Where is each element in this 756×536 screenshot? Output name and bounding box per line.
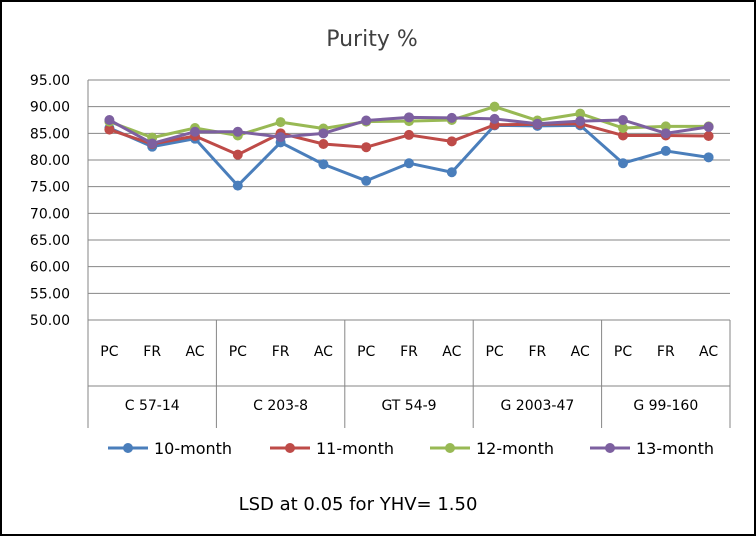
chart-title: Purity % (326, 27, 418, 52)
data-point (361, 115, 372, 126)
data-point (446, 112, 457, 123)
data-point (703, 152, 714, 163)
y-tick-label: 60.00 (30, 260, 70, 276)
data-point (618, 158, 628, 169)
lsd-note: LSD at 0.05 for YHV= 1.50 (239, 494, 478, 515)
x-tick-label: AC (699, 344, 718, 360)
x-tick-label: AC (571, 344, 590, 360)
y-axis: 50.00 55.00 60.00 65.00 70.00 75.00 80.00 85.00… (30, 73, 89, 329)
data-point (660, 121, 671, 132)
y-tick-label: 85.00 (30, 126, 70, 142)
x-group-label: C 203-8 (253, 398, 308, 414)
data-point (232, 149, 243, 160)
x-tick-label: FR (400, 344, 418, 360)
data-point (275, 132, 286, 143)
legend-marker (445, 443, 455, 453)
legend-label: 11-month (316, 439, 394, 458)
data-point (703, 121, 714, 132)
data-point (703, 131, 714, 141)
data-point (489, 101, 500, 112)
series-lines (104, 101, 714, 191)
data-point (404, 158, 414, 169)
y-tick-label: 80.00 (30, 153, 70, 169)
legend-marker (123, 443, 133, 453)
data-point (232, 126, 243, 137)
data-point (618, 123, 628, 133)
x-tick-label: PC (357, 344, 375, 360)
x-tick-label: FR (143, 344, 161, 360)
data-point (318, 139, 329, 149)
data-point (147, 138, 158, 149)
legend-label: 10-month (154, 439, 232, 458)
legend: 10-month 11-month 12-month 13-month (108, 439, 714, 458)
x-group-label: G 2003-47 (501, 398, 575, 414)
data-point (404, 112, 414, 123)
data-point (660, 145, 671, 156)
x-tick-label: AC (185, 344, 204, 360)
x-tick-label: FR (657, 344, 675, 360)
y-tick-label: 65.00 (30, 233, 70, 249)
y-tick-label: 55.00 (30, 286, 70, 302)
data-point (532, 118, 543, 129)
x-tick-label: FR (272, 344, 290, 360)
data-point (104, 124, 115, 135)
x-axis: C 57-14 C 203-8 GT 54-9 G 2003-47 G 99-160 PC… (87, 320, 731, 428)
data-point (489, 113, 500, 124)
x-tick-label: PC (614, 344, 632, 360)
legend-label: 13-month (636, 439, 714, 458)
data-point (446, 136, 457, 147)
y-tick-label: 75.00 (30, 180, 70, 196)
data-point (404, 129, 414, 140)
data-point (275, 117, 286, 128)
x-group-label: GT 54-9 (381, 398, 436, 414)
data-point (190, 126, 200, 137)
data-point (575, 116, 586, 127)
y-tick-label: 95.00 (30, 73, 70, 89)
x-group-label: C 57-14 (125, 398, 180, 414)
data-point (618, 115, 628, 125)
y-tick-label: 50.00 (30, 313, 70, 329)
x-tick-label: FR (529, 344, 547, 360)
data-point (660, 128, 671, 139)
x-tick-label: PC (229, 344, 247, 360)
data-point (361, 142, 372, 153)
x-tick-label: PC (485, 344, 503, 360)
data-point (104, 115, 115, 125)
data-point (232, 180, 243, 191)
legend-marker (285, 443, 295, 453)
x-tick-label: AC (314, 344, 333, 360)
data-point (361, 175, 372, 186)
x-tick-label: AC (442, 344, 461, 360)
y-tick-label: 70.00 (30, 206, 70, 222)
x-group-label: G 99-160 (633, 398, 698, 414)
data-point (446, 167, 457, 178)
y-tick-label: 90.00 (30, 100, 70, 116)
legend-label: 12-month (476, 439, 554, 458)
data-point (318, 128, 329, 139)
legend-marker (605, 443, 615, 453)
data-point (575, 108, 586, 119)
x-tick-label: PC (100, 344, 118, 360)
data-point (318, 159, 329, 170)
data-point (618, 130, 628, 141)
